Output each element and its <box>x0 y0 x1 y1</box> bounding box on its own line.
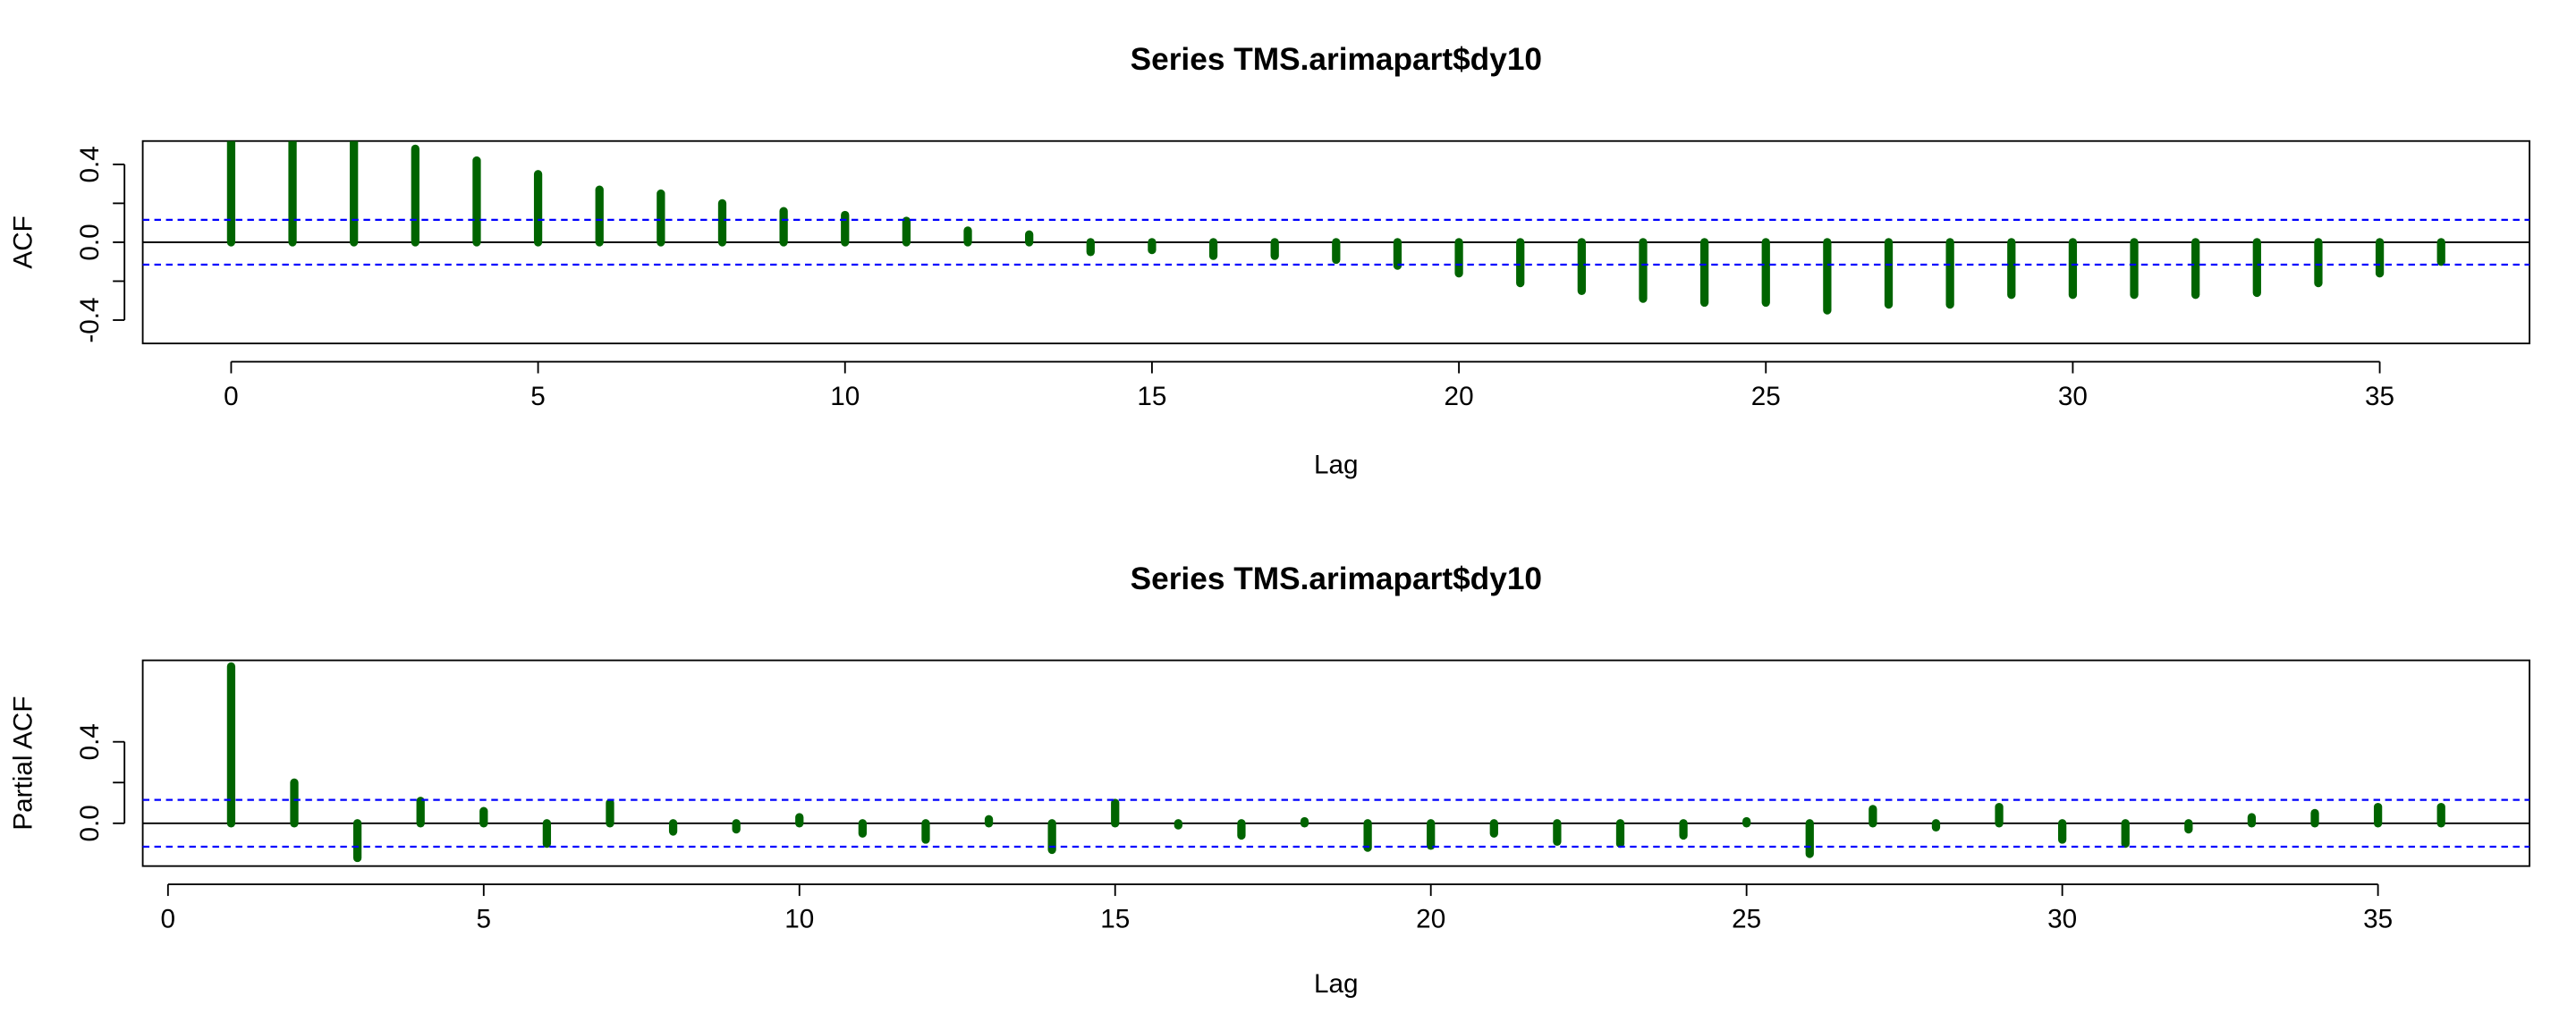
x-tick-label: 10 <box>830 382 860 411</box>
bars <box>226 662 2445 863</box>
x-tick-label: 35 <box>2363 905 2393 934</box>
x-tick-label: 15 <box>1100 905 1130 934</box>
y-tick-label: 0.4 <box>75 723 105 760</box>
y-tick-label: 0.4 <box>75 146 105 182</box>
x-tick-label: 0 <box>224 382 239 411</box>
x-tick-label: 30 <box>2058 382 2088 411</box>
x-tick-label: 0 <box>161 905 176 934</box>
x-tick-label: 35 <box>2365 382 2394 411</box>
x-tick-label: 20 <box>1445 382 1474 411</box>
x-tick-label: 30 <box>2047 905 2077 934</box>
x-tick-label: 25 <box>1732 905 1761 934</box>
x-tick-label: 5 <box>477 905 492 934</box>
chart-title: Series TMS.arimapart$dy10 <box>1131 42 1542 77</box>
x-tick-label: 10 <box>784 905 814 934</box>
x-tick-label: 25 <box>1751 382 1781 411</box>
y-axis-label: Partial ACF <box>9 697 38 831</box>
x-tick-label: 5 <box>530 382 546 411</box>
y-tick-label: 0.0 <box>75 805 105 841</box>
y-axis-label: ACF <box>9 215 38 268</box>
y-tick-label: 0.0 <box>75 224 105 260</box>
x-axis-label: Lag <box>1314 450 1359 479</box>
x-tick-label: 20 <box>1416 905 1445 934</box>
plot-frame <box>141 659 2530 867</box>
bars <box>226 140 2445 315</box>
x-axis-label: Lag <box>1314 969 1359 999</box>
x-tick-label: 15 <box>1137 382 1166 411</box>
chart-title: Series TMS.arimapart$dy10 <box>1131 561 1542 596</box>
y-tick-label: -0.4 <box>75 297 105 342</box>
